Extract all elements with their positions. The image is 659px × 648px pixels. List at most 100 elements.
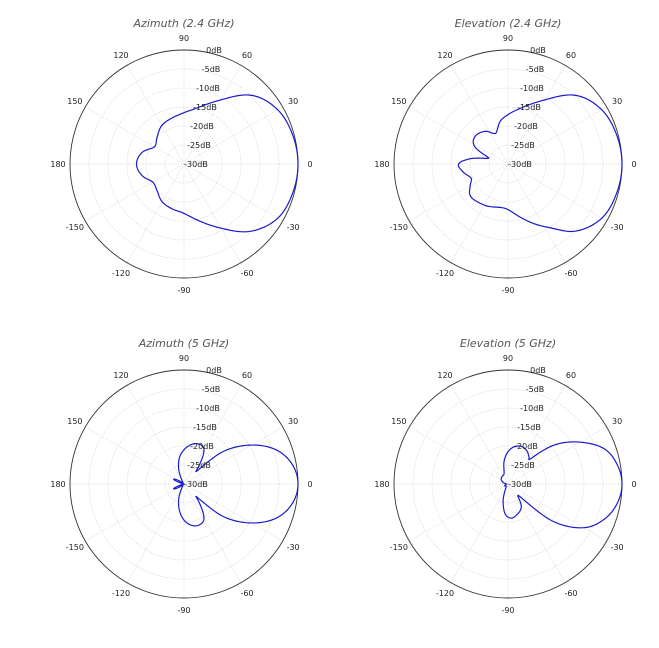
radial-tick-label: -20dB <box>190 122 214 131</box>
grid-spoke <box>507 483 566 583</box>
angle-tick-label: 0 <box>307 480 312 489</box>
grid-spoke <box>126 483 185 583</box>
plot-title: Elevation (2.4 GHz) <box>455 17 562 30</box>
radial-tick-label: -20dB <box>514 122 538 131</box>
grid-spoke <box>450 385 509 485</box>
grid-spoke <box>183 163 242 263</box>
angle-tick-label: 30 <box>612 97 622 106</box>
radial-tick-label: -30dB <box>508 480 532 489</box>
grid-spoke <box>183 163 283 222</box>
grid-spoke <box>409 106 509 165</box>
angle-tick-label: -60 <box>564 589 577 598</box>
radial-tick-label: -15dB <box>193 423 217 432</box>
grid-spoke <box>450 483 509 583</box>
plot-title: Elevation (5 GHz) <box>460 337 556 350</box>
grid-ring <box>164 144 204 184</box>
grid-spoke <box>183 65 242 165</box>
grid-spoke <box>85 106 185 165</box>
grid-ring <box>450 426 566 542</box>
grid-spoke <box>183 483 242 583</box>
polar-plot-2: Elevation (2.4 GHz) 0 30 60 90 120 150 180 -150 -… <box>374 17 636 295</box>
radial-tick-label: 0dB <box>530 366 546 375</box>
angle-tick-label: -60 <box>564 269 577 278</box>
angle-tick-label: -30 <box>611 543 624 552</box>
angle-tick-label: 90 <box>503 354 513 363</box>
angle-tick-label: 90 <box>179 354 189 363</box>
radial-tick-label: -10dB <box>196 404 220 413</box>
plot-title: Azimuth (5 GHz) <box>138 337 229 350</box>
radial-tick-label: -5dB <box>526 385 545 394</box>
angle-tick-label: -30 <box>611 223 624 232</box>
grid-spoke <box>85 483 185 542</box>
grid-ring <box>126 426 242 542</box>
angle-tick-label: -120 <box>112 269 130 278</box>
grid-spoke <box>85 163 185 222</box>
angle-tick-label: 150 <box>67 417 82 426</box>
radial-tick-label: -25dB <box>511 141 535 150</box>
angle-tick-label: -30 <box>287 223 300 232</box>
angle-tick-label: 120 <box>113 371 128 380</box>
radial-tick-label: -25dB <box>187 461 211 470</box>
radial-tick-label: -15dB <box>517 423 541 432</box>
radial-tick-label: -10dB <box>520 404 544 413</box>
grid-spoke <box>126 385 185 485</box>
grid-ring <box>450 106 566 222</box>
grid-spoke <box>85 426 185 485</box>
gain-pattern-trace <box>457 94 623 233</box>
angle-tick-label: 180 <box>50 480 65 489</box>
grid-spoke <box>183 483 283 542</box>
angle-tick-label: 120 <box>437 371 452 380</box>
radial-tick-label: -5dB <box>202 385 221 394</box>
angle-tick-label: -90 <box>501 286 514 295</box>
angle-tick-label: -150 <box>390 223 408 232</box>
angle-tick-label: -30 <box>287 543 300 552</box>
angle-tick-label: -120 <box>436 269 454 278</box>
grid-spoke <box>507 483 607 542</box>
angle-tick-label: 180 <box>374 480 389 489</box>
grid-spoke <box>409 163 509 222</box>
angle-tick-label: 30 <box>288 417 298 426</box>
gain-pattern-trace <box>135 94 299 233</box>
grid-spoke <box>450 163 509 263</box>
angle-tick-label: 0 <box>631 480 636 489</box>
angle-tick-label: 60 <box>242 51 252 60</box>
angle-tick-label: 180 <box>50 160 65 169</box>
radial-tick-label: -10dB <box>196 84 220 93</box>
angle-tick-label: 60 <box>566 51 576 60</box>
radial-tick-label: 0dB <box>206 366 222 375</box>
radial-tick-label: -25dB <box>511 461 535 470</box>
angle-tick-label: 60 <box>566 371 576 380</box>
angle-tick-label: -150 <box>66 223 84 232</box>
radial-tick-label: -30dB <box>508 160 532 169</box>
angle-tick-label: 180 <box>374 160 389 169</box>
grid-spoke <box>507 65 566 165</box>
radial-tick-label: -15dB <box>193 103 217 112</box>
grid-spoke <box>183 385 242 485</box>
radial-tick-label: 0dB <box>206 46 222 55</box>
radial-tick-label: -20dB <box>190 442 214 451</box>
gain-pattern-trace <box>500 441 623 529</box>
angle-tick-label: 150 <box>391 97 406 106</box>
polar-plot-3: Azimuth (5 GHz) 0 30 60 90 120 150 180 -150 -120 -… <box>50 337 312 615</box>
grid-ring <box>488 144 528 184</box>
angle-tick-label: -150 <box>66 543 84 552</box>
polar-plot-4: Elevation (5 GHz) 0 30 60 90 120 150 180 -150 -12… <box>374 337 636 615</box>
gain-pattern-trace <box>173 442 299 527</box>
grid-spoke <box>183 426 283 485</box>
angle-tick-label: 120 <box>113 51 128 60</box>
angle-tick-label: -60 <box>240 589 253 598</box>
grid-spoke <box>409 483 509 542</box>
angle-tick-label: 0 <box>631 160 636 169</box>
grid-spoke <box>507 426 607 485</box>
angle-tick-label: -90 <box>177 286 190 295</box>
grid-spoke <box>507 163 566 263</box>
radial-tick-label: -5dB <box>202 65 221 74</box>
radial-tick-label: -25dB <box>187 141 211 150</box>
angle-tick-label: -90 <box>501 606 514 615</box>
angle-tick-label: 60 <box>242 371 252 380</box>
grid-spoke <box>126 163 185 263</box>
angle-tick-label: -120 <box>112 589 130 598</box>
radial-tick-label: 0dB <box>530 46 546 55</box>
radial-tick-label: -5dB <box>526 65 545 74</box>
